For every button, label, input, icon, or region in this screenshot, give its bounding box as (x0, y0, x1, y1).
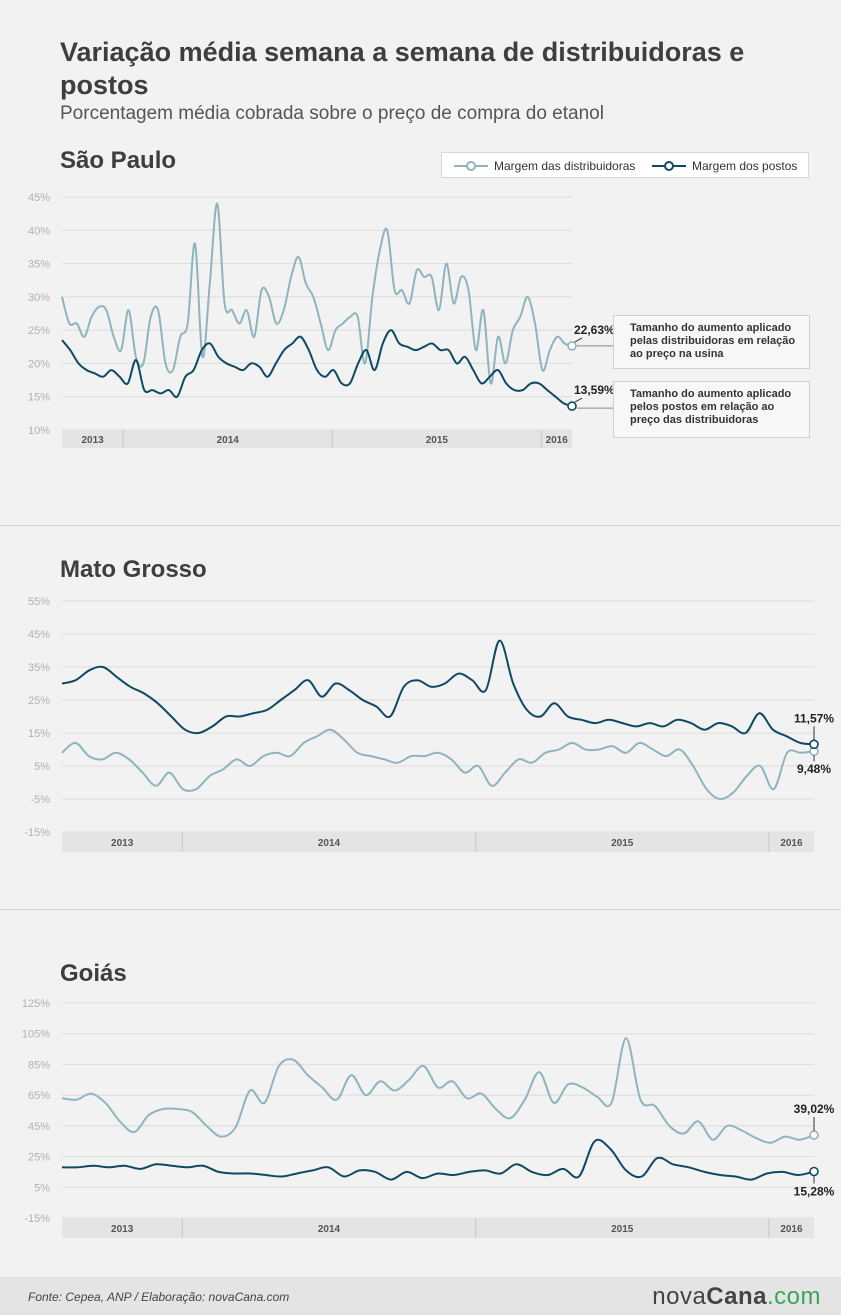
legend: Margem das distribuidoras Margem dos pos… (441, 152, 809, 178)
data-label: 39,02% (794, 1102, 835, 1116)
legend-item-distribuidoras: Margem das distribuidoras (454, 159, 635, 173)
panel-title-goias: Goiás (60, 960, 127, 987)
data-label: 15,28% (794, 1184, 835, 1198)
end-point-marker (809, 1130, 819, 1140)
chart-title: Variação média semana a semana de distri… (60, 37, 745, 100)
year-label: 2013 (81, 435, 104, 446)
panel-title-sao-paulo: São Paulo (60, 147, 177, 174)
legend-marker-postos (652, 161, 686, 171)
chart-goias: -15% 5% 25% 45% 65% 85% 105% 125% 2013 2014 2015 20… (22, 998, 835, 1238)
logo-part-cana: Cana (706, 1283, 767, 1310)
year-label: 2014 (217, 435, 240, 446)
y-tick-label: 20% (28, 358, 50, 370)
label-leader (574, 337, 583, 343)
year-label: 2015 (611, 838, 634, 849)
end-point-marker (567, 341, 577, 351)
data-label: 13,59% (574, 383, 615, 397)
y-tick-label: 45% (28, 629, 50, 641)
logo-part-com: .com (766, 1283, 821, 1310)
panel-title-mato-grosso: Mato Grosso (60, 556, 207, 583)
series-line (61, 728, 815, 801)
callout-postos: Tamanho do aumento aplicado pelos postos… (613, 381, 810, 438)
chart-mato-grosso: -15% -5% 5% 15% 25% 35% 45% 55% 2013 2014 2015 2016… (24, 596, 834, 852)
y-tick-label: 40% (28, 225, 50, 237)
year-label: 2014 (318, 838, 341, 849)
y-tick-label: -15% (24, 1213, 50, 1225)
footer: Fonte: Cepea, ANP / Elaboração: novaCana… (0, 1277, 841, 1315)
y-tick-label: -15% (24, 827, 50, 839)
y-tick-label: 5% (34, 1182, 50, 1194)
year-label: 2016 (780, 1224, 803, 1235)
y-tick-label: 55% (28, 596, 50, 608)
legend-label-postos: Margem dos postos (692, 159, 798, 173)
year-label: 2015 (611, 1224, 634, 1235)
y-tick-label: 5% (34, 761, 50, 773)
year-band (62, 430, 572, 448)
series-line (61, 639, 815, 746)
year-label: 2016 (780, 838, 803, 849)
y-tick-label: 65% (28, 1090, 50, 1102)
panel-divider (0, 525, 841, 526)
label-leader (574, 397, 583, 403)
y-tick-label: 125% (22, 998, 50, 1010)
data-label: 22,63% (574, 323, 615, 337)
series-line (61, 202, 573, 385)
year-label: 2014 (318, 1224, 341, 1235)
end-point-marker (567, 401, 577, 411)
end-point-marker (809, 1166, 819, 1177)
series-line (61, 329, 573, 408)
data-label: 9,48% (797, 762, 831, 776)
year-label: 2013 (111, 1224, 134, 1235)
legend-marker-distribuidoras (454, 161, 488, 171)
year-label: 2013 (111, 838, 134, 849)
y-tick-label: 35% (28, 259, 50, 271)
novacana-logo: novaCana.com (652, 1283, 821, 1311)
y-tick-label: 15% (28, 728, 50, 740)
y-tick-label: 15% (28, 392, 50, 404)
callout-distribuidoras: Tamanho do aumento aplicado pelas distri… (613, 315, 810, 369)
y-tick-label: 25% (28, 1152, 50, 1164)
y-tick-label: 25% (28, 695, 50, 707)
end-point-marker (809, 739, 819, 750)
source-text: Fonte: Cepea, ANP / Elaboração: novaCana… (28, 1290, 290, 1304)
panel-divider (0, 909, 841, 910)
y-tick-label: 35% (28, 662, 50, 674)
legend-label-distribuidoras: Margem das distribuidoras (494, 159, 636, 173)
y-tick-label: 25% (28, 325, 50, 337)
series-line (61, 1138, 815, 1181)
chart-subtitle: Porcentagem média cobrada sobre o preço … (60, 103, 604, 124)
year-band (62, 832, 814, 852)
year-label: 2016 (546, 435, 569, 446)
y-tick-label: 45% (28, 1121, 50, 1133)
data-label: 11,57% (794, 711, 834, 725)
series-line (61, 1037, 815, 1144)
y-tick-label: 30% (28, 292, 50, 304)
y-tick-label: 85% (28, 1059, 50, 1071)
y-tick-label: 10% (28, 425, 50, 437)
logo-part-nova: nova (652, 1283, 707, 1310)
y-tick-label: 105% (22, 1029, 50, 1041)
year-band (62, 1218, 814, 1238)
legend-item-postos: Margem dos postos (652, 159, 797, 173)
y-tick-label: 45% (28, 192, 50, 204)
chart-sao-paulo: 10% 15% 20% 25% 30% 35% 40% 45% 2013 2014 2015 2016… (28, 192, 615, 448)
year-label: 2015 (426, 435, 449, 446)
y-tick-label: -5% (30, 794, 50, 806)
